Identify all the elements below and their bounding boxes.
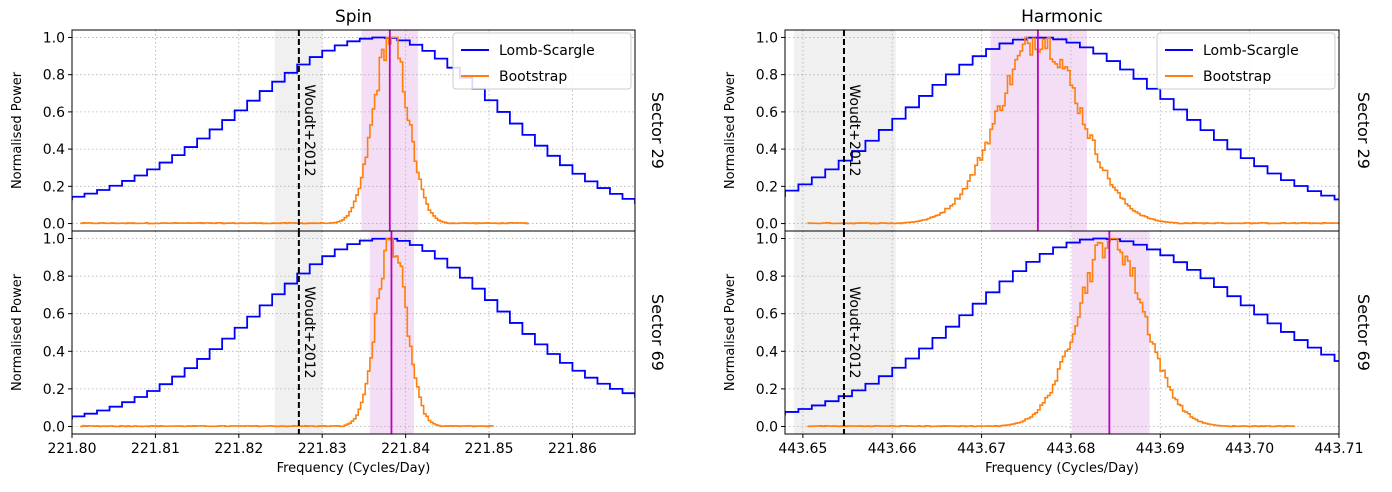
x-tick-label: 221.84 bbox=[381, 441, 430, 457]
chart-title: Harmonic bbox=[1021, 7, 1103, 27]
legend-box bbox=[1156, 32, 1336, 90]
y-tick-label: 0.6 bbox=[43, 105, 65, 121]
y-tick-label: 1.0 bbox=[756, 232, 778, 248]
x-tick-label: 221.85 bbox=[465, 441, 514, 457]
y-tick-label: 0.8 bbox=[43, 68, 65, 84]
x-tick-label: 443.70 bbox=[1225, 441, 1274, 457]
y-axis-label: Normalised Power bbox=[723, 273, 738, 391]
y-tick-label: 0.2 bbox=[43, 179, 65, 195]
x-tick-label: 221.82 bbox=[214, 441, 263, 457]
x-tick-label: 443.66 bbox=[868, 441, 917, 457]
lomb-scargle-line bbox=[785, 36, 1339, 201]
legend-label: Lomb-Scargle bbox=[1203, 43, 1299, 59]
legend-label: Bootstrap bbox=[499, 69, 567, 85]
legend-box bbox=[452, 32, 632, 90]
sector-label: Sector 69 bbox=[648, 294, 667, 371]
y-tick-label: 0.0 bbox=[756, 217, 778, 233]
bootstrap-line bbox=[80, 36, 529, 225]
legend-label: Bootstrap bbox=[1203, 69, 1271, 85]
y-axis-label: Normalised Power bbox=[723, 71, 738, 189]
bootstrap-line bbox=[807, 237, 1296, 428]
x-tick-label: 221.83 bbox=[298, 441, 347, 457]
x-axis-label: Frequency (Cycles/Day) bbox=[277, 461, 431, 476]
bootstrap-line bbox=[80, 237, 494, 428]
bootstrap-line bbox=[807, 36, 1339, 225]
y-tick-label: 0.2 bbox=[756, 382, 778, 398]
x-tick-label: 443.65 bbox=[778, 441, 827, 457]
lomb-scargle-line bbox=[72, 36, 635, 205]
x-tick-label: 221.86 bbox=[548, 441, 597, 457]
sector-label: Sector 29 bbox=[648, 92, 667, 169]
y-tick-label: 0.0 bbox=[756, 419, 778, 435]
reference-label: Woudt+2012 bbox=[301, 84, 317, 176]
y-axis-label: Normalised Power bbox=[10, 71, 25, 189]
panel-frame bbox=[784, 230, 1340, 435]
y-tick-label: 0.0 bbox=[43, 419, 65, 435]
x-tick-label: 443.67 bbox=[957, 441, 1006, 457]
y-tick-label: 0.4 bbox=[43, 142, 65, 158]
panel-frame bbox=[71, 230, 636, 435]
reference-label: Woudt+2012 bbox=[846, 286, 862, 378]
y-tick-label: 1.0 bbox=[43, 30, 65, 46]
y-tick-label: 0.6 bbox=[756, 105, 778, 121]
y-tick-label: 0.2 bbox=[43, 382, 65, 398]
reference-label: Woudt+2012 bbox=[301, 286, 317, 378]
y-tick-label: 0.8 bbox=[43, 269, 65, 285]
y-tick-label: 0.4 bbox=[756, 142, 778, 158]
x-tick-label: 443.68 bbox=[1046, 441, 1095, 457]
y-tick-label: 0.6 bbox=[43, 307, 65, 323]
sector-label: Sector 69 bbox=[1354, 294, 1373, 371]
x-tick-label: 443.69 bbox=[1136, 441, 1185, 457]
x-tick-label: 221.80 bbox=[48, 441, 97, 457]
y-tick-label: 0.6 bbox=[756, 307, 778, 323]
y-tick-label: 0.2 bbox=[756, 179, 778, 195]
y-tick-label: 0.8 bbox=[756, 269, 778, 285]
y-tick-label: 0.0 bbox=[43, 217, 65, 233]
lomb-scargle-line bbox=[785, 237, 1339, 416]
lomb-scargle-line bbox=[72, 237, 635, 420]
chart-title: Spin bbox=[335, 7, 372, 27]
confidence-interval-shade bbox=[1071, 231, 1150, 434]
legend-label: Lomb-Scargle bbox=[499, 43, 595, 59]
y-tick-label: 0.8 bbox=[756, 68, 778, 84]
y-tick-label: 1.0 bbox=[756, 30, 778, 46]
y-axis-label: Normalised Power bbox=[10, 273, 25, 391]
x-axis-label: Frequency (Cycles/Day) bbox=[985, 461, 1139, 476]
y-tick-label: 0.4 bbox=[756, 344, 778, 360]
y-tick-label: 1.0 bbox=[43, 232, 65, 248]
reference-label: Woudt+2012 bbox=[846, 84, 862, 176]
y-tick-label: 0.4 bbox=[43, 344, 65, 360]
x-tick-label: 443.71 bbox=[1315, 441, 1364, 457]
sector-label: Sector 29 bbox=[1354, 92, 1373, 169]
x-tick-label: 221.81 bbox=[131, 441, 180, 457]
